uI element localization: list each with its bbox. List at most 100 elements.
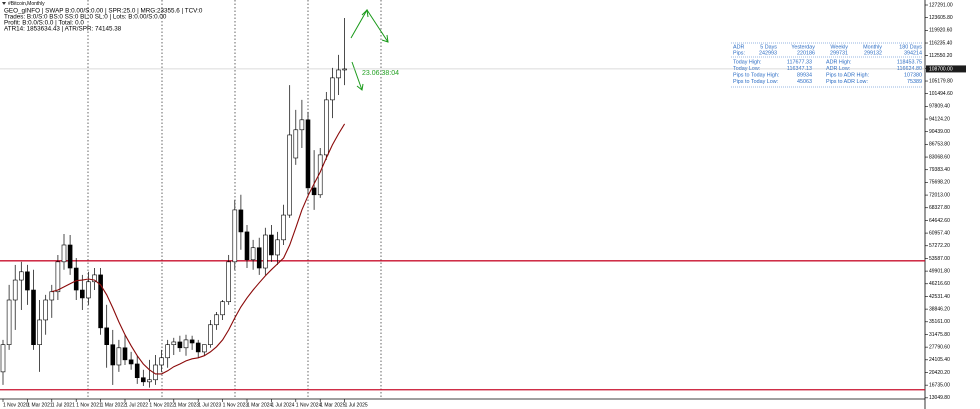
candle-body [269, 234, 274, 256]
x-tick-label: 1 Mar 2024 [247, 402, 273, 408]
candle-body [73, 267, 79, 291]
menu-icon[interactable] [2, 2, 6, 5]
y-tick-label: 101494.60 [929, 91, 953, 97]
y-tick-label: 72013.00 [929, 192, 950, 198]
panel-pips: 242993 [759, 50, 777, 56]
y-tick-label: 42531.40 [929, 294, 950, 300]
y-tick-label: 64642.60 [929, 218, 950, 224]
candle-body [220, 301, 225, 316]
y-tick-label: 60957.40 [929, 230, 950, 236]
panel-pips: 394214 [904, 50, 922, 56]
candle-body [183, 339, 189, 349]
y-tick-label: 27790.60 [929, 344, 950, 350]
candle-body [61, 244, 67, 263]
candle-body [165, 344, 170, 359]
info-line: GEO_gINFO | SWAP B:0.00/S:0.00 | SPR:25.… [4, 8, 203, 15]
y-tick-label: 68327.80 [929, 205, 950, 211]
candle-body [195, 342, 201, 353]
y-tick-label: 127291.00 [929, 2, 953, 8]
arrow-head [361, 8, 369, 18]
y-tick-label: 57272.20 [929, 243, 950, 249]
candle-body [12, 279, 18, 301]
candle-body [67, 244, 73, 269]
candle-body [49, 291, 55, 301]
panel-header: ADR [733, 44, 744, 50]
y-tick-label: 38846.20 [929, 306, 950, 312]
candle-body [287, 134, 293, 216]
candle-body [330, 77, 335, 101]
y-tick-label: 53587.00 [929, 256, 950, 262]
candle-body [92, 274, 97, 283]
candle-body [141, 377, 146, 383]
candle-body [281, 214, 286, 241]
x-tick-label: 1 Mar 2023 [174, 402, 200, 408]
y-tick-label: 97809.40 [929, 104, 950, 110]
panel-cell: Pips to ADR Low: [826, 79, 868, 85]
candle-body [6, 299, 12, 346]
candle-body [238, 209, 244, 233]
candle-body [336, 69, 341, 79]
x-tick-label: 1 Jul 2022 [125, 402, 148, 408]
y-tick-label: 86753.80 [929, 142, 950, 148]
x-tick-label: 1 Jul 2021 [52, 402, 75, 408]
x-tick-label: 1 Nov 2023 [223, 402, 249, 408]
y-tick-label: 112550.20 [929, 53, 952, 59]
panel-header: Yesterday [791, 44, 815, 50]
current-price-label: 108700.00 [929, 66, 953, 72]
candle-body [250, 247, 256, 261]
candle-body [98, 274, 103, 329]
candle-body [122, 347, 128, 361]
y-tick-label: 46216.60 [929, 281, 950, 287]
y-tick-label: 16735.00 [929, 382, 950, 388]
y-tick-label: 123605.80 [929, 15, 953, 21]
y-tick-label: 90439.00 [929, 129, 950, 135]
panel-cell: Pips to Today High: [733, 72, 779, 78]
candle-body [323, 99, 329, 156]
candle-body [226, 261, 231, 303]
period-separators [87, 0, 382, 399]
x-tick-label: 1 Nov 2021 [76, 402, 102, 408]
panel-cell: 45063 [797, 79, 812, 85]
x-tick-label: 1 Nov 2024 [296, 402, 322, 408]
current-price-tag [926, 65, 966, 73]
candle-body [25, 271, 30, 291]
candle-body [128, 359, 134, 365]
panel-cell: Pips to ADR High: [826, 72, 869, 78]
x-tick-label: 1 Nov 2020 [3, 402, 29, 408]
candle-body [116, 347, 122, 366]
candle-body [43, 299, 49, 321]
panel-cell: Today High: [733, 59, 761, 65]
candle-body [18, 271, 24, 281]
candle-body [214, 314, 219, 326]
y-tick-label: 119920.60 [929, 28, 952, 34]
candle-body [305, 119, 311, 189]
candle-body [232, 209, 238, 263]
y-tick-label: 49901.80 [929, 268, 950, 274]
candle-body [159, 357, 164, 366]
arrow-head [356, 83, 364, 91]
candle-body [293, 129, 299, 159]
candle-body [80, 289, 85, 299]
panel-cell: 107380 [904, 72, 922, 78]
panel-pips: 299132 [864, 50, 882, 56]
info-line: Trades: B:0/S:0 BS:0 SS:0 BL:0 SL:0 | Lo… [4, 14, 167, 21]
x-tick-label: 1 Mar 2022 [101, 402, 127, 408]
y-tick-label: 35161.00 [929, 319, 950, 325]
candle-body [256, 247, 262, 269]
panel-lines [731, 42, 923, 88]
candle-body [104, 327, 109, 346]
projection-arrows [350, 8, 389, 91]
panel-header: Monthly [863, 44, 882, 50]
y-tick-label: 20420.20 [929, 370, 950, 376]
x-tick-label: 1 Jul 2024 [271, 402, 294, 408]
y-tick-label: 31475.80 [929, 332, 950, 338]
y-tick-label: 105179.80 [929, 78, 953, 84]
info-line: Profit: B:0.0/S:0.0 | Total: 0.0 [4, 20, 84, 27]
candle-body [299, 119, 305, 131]
panel-pips: Pips: [733, 50, 745, 56]
panel-cell: 118453.75 [897, 59, 922, 65]
candle-body [342, 68, 347, 71]
candle-body [275, 239, 280, 256]
